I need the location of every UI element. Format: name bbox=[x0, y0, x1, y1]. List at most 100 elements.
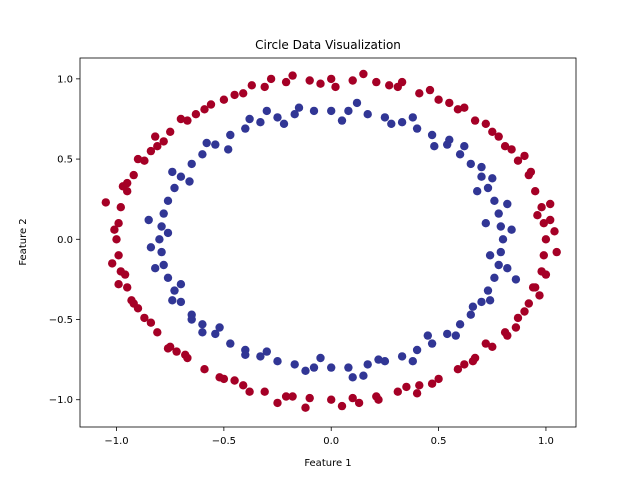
x-tick-label: −0.5 bbox=[212, 436, 236, 447]
data-point bbox=[363, 360, 372, 369]
data-point bbox=[488, 174, 497, 183]
data-point bbox=[541, 270, 551, 279]
data-point bbox=[412, 124, 422, 133]
data-point bbox=[241, 124, 250, 133]
data-point bbox=[503, 331, 512, 340]
data-point bbox=[309, 106, 319, 116]
data-point bbox=[226, 339, 235, 348]
data-point bbox=[520, 151, 529, 161]
data-point bbox=[241, 350, 250, 359]
data-point bbox=[301, 403, 310, 412]
data-point bbox=[157, 247, 166, 257]
data-point bbox=[327, 106, 336, 116]
data-point bbox=[443, 329, 452, 339]
data-point bbox=[477, 297, 486, 307]
y-tick-label: 0.0 bbox=[57, 235, 73, 246]
data-point bbox=[511, 275, 521, 284]
data-point bbox=[294, 103, 304, 112]
data-point bbox=[260, 82, 269, 92]
data-point bbox=[408, 357, 417, 366]
data-point bbox=[112, 235, 121, 244]
data-point bbox=[170, 286, 179, 295]
data-point bbox=[215, 323, 224, 332]
data-point bbox=[372, 77, 381, 87]
data-point bbox=[344, 363, 353, 372]
data-point bbox=[200, 105, 209, 114]
data-point bbox=[176, 297, 186, 307]
data-point bbox=[528, 283, 538, 292]
data-point bbox=[412, 389, 422, 398]
data-point bbox=[485, 296, 495, 305]
data-point bbox=[451, 331, 460, 340]
data-point bbox=[211, 329, 220, 339]
data-point bbox=[159, 137, 168, 146]
data-point bbox=[513, 156, 523, 165]
x-axis-title: Feature 1 bbox=[304, 458, 351, 469]
data-point bbox=[279, 119, 289, 128]
data-point bbox=[331, 82, 340, 92]
data-point bbox=[108, 259, 117, 268]
data-point bbox=[183, 116, 192, 125]
data-point bbox=[380, 357, 390, 366]
data-point bbox=[460, 142, 469, 151]
data-point bbox=[273, 113, 282, 122]
data-point bbox=[496, 247, 505, 257]
data-point bbox=[172, 347, 181, 356]
data-point bbox=[290, 110, 299, 119]
data-point bbox=[460, 360, 469, 369]
data-point bbox=[470, 116, 480, 125]
data-point bbox=[498, 235, 508, 244]
data-point bbox=[337, 401, 347, 411]
data-point bbox=[215, 373, 224, 382]
data-point bbox=[359, 371, 368, 380]
data-point bbox=[387, 119, 396, 128]
data-point bbox=[380, 113, 390, 122]
data-point bbox=[468, 357, 478, 366]
data-point bbox=[408, 113, 417, 122]
data-point bbox=[473, 187, 482, 196]
data-point bbox=[157, 222, 166, 231]
x-tick-label: 0.0 bbox=[323, 436, 339, 447]
data-point bbox=[352, 98, 362, 108]
data-point bbox=[168, 167, 177, 177]
data-point bbox=[445, 98, 454, 108]
data-point bbox=[511, 323, 521, 332]
data-point bbox=[159, 260, 168, 270]
data-point bbox=[503, 264, 512, 273]
data-point bbox=[445, 135, 454, 144]
data-point bbox=[170, 183, 179, 193]
data-point bbox=[374, 395, 383, 404]
data-point bbox=[198, 328, 207, 337]
data-point bbox=[273, 398, 282, 408]
data-point bbox=[485, 251, 495, 260]
data-point bbox=[327, 74, 336, 84]
data-point bbox=[316, 79, 325, 88]
data-point bbox=[385, 81, 394, 90]
x-tick-label: 1.0 bbox=[538, 436, 554, 447]
data-point bbox=[127, 296, 136, 305]
data-point bbox=[455, 320, 465, 329]
data-point bbox=[211, 140, 220, 149]
data-point bbox=[427, 130, 437, 140]
data-point bbox=[281, 392, 291, 401]
data-point bbox=[281, 77, 291, 87]
data-point bbox=[110, 225, 119, 234]
data-point bbox=[120, 270, 130, 279]
data-point bbox=[114, 280, 123, 289]
data-point bbox=[133, 304, 143, 313]
data-point bbox=[397, 118, 407, 127]
data-point bbox=[230, 376, 239, 385]
data-point bbox=[460, 103, 469, 112]
data-point bbox=[273, 357, 282, 366]
data-point bbox=[262, 106, 271, 116]
data-point bbox=[453, 365, 463, 374]
data-point bbox=[490, 196, 499, 205]
points-layer bbox=[101, 69, 561, 412]
data-point bbox=[481, 119, 490, 128]
data-point bbox=[155, 235, 164, 244]
x-tick-label: 0.5 bbox=[431, 436, 447, 447]
data-point bbox=[288, 392, 297, 401]
data-point bbox=[166, 127, 175, 136]
data-point bbox=[481, 339, 490, 348]
